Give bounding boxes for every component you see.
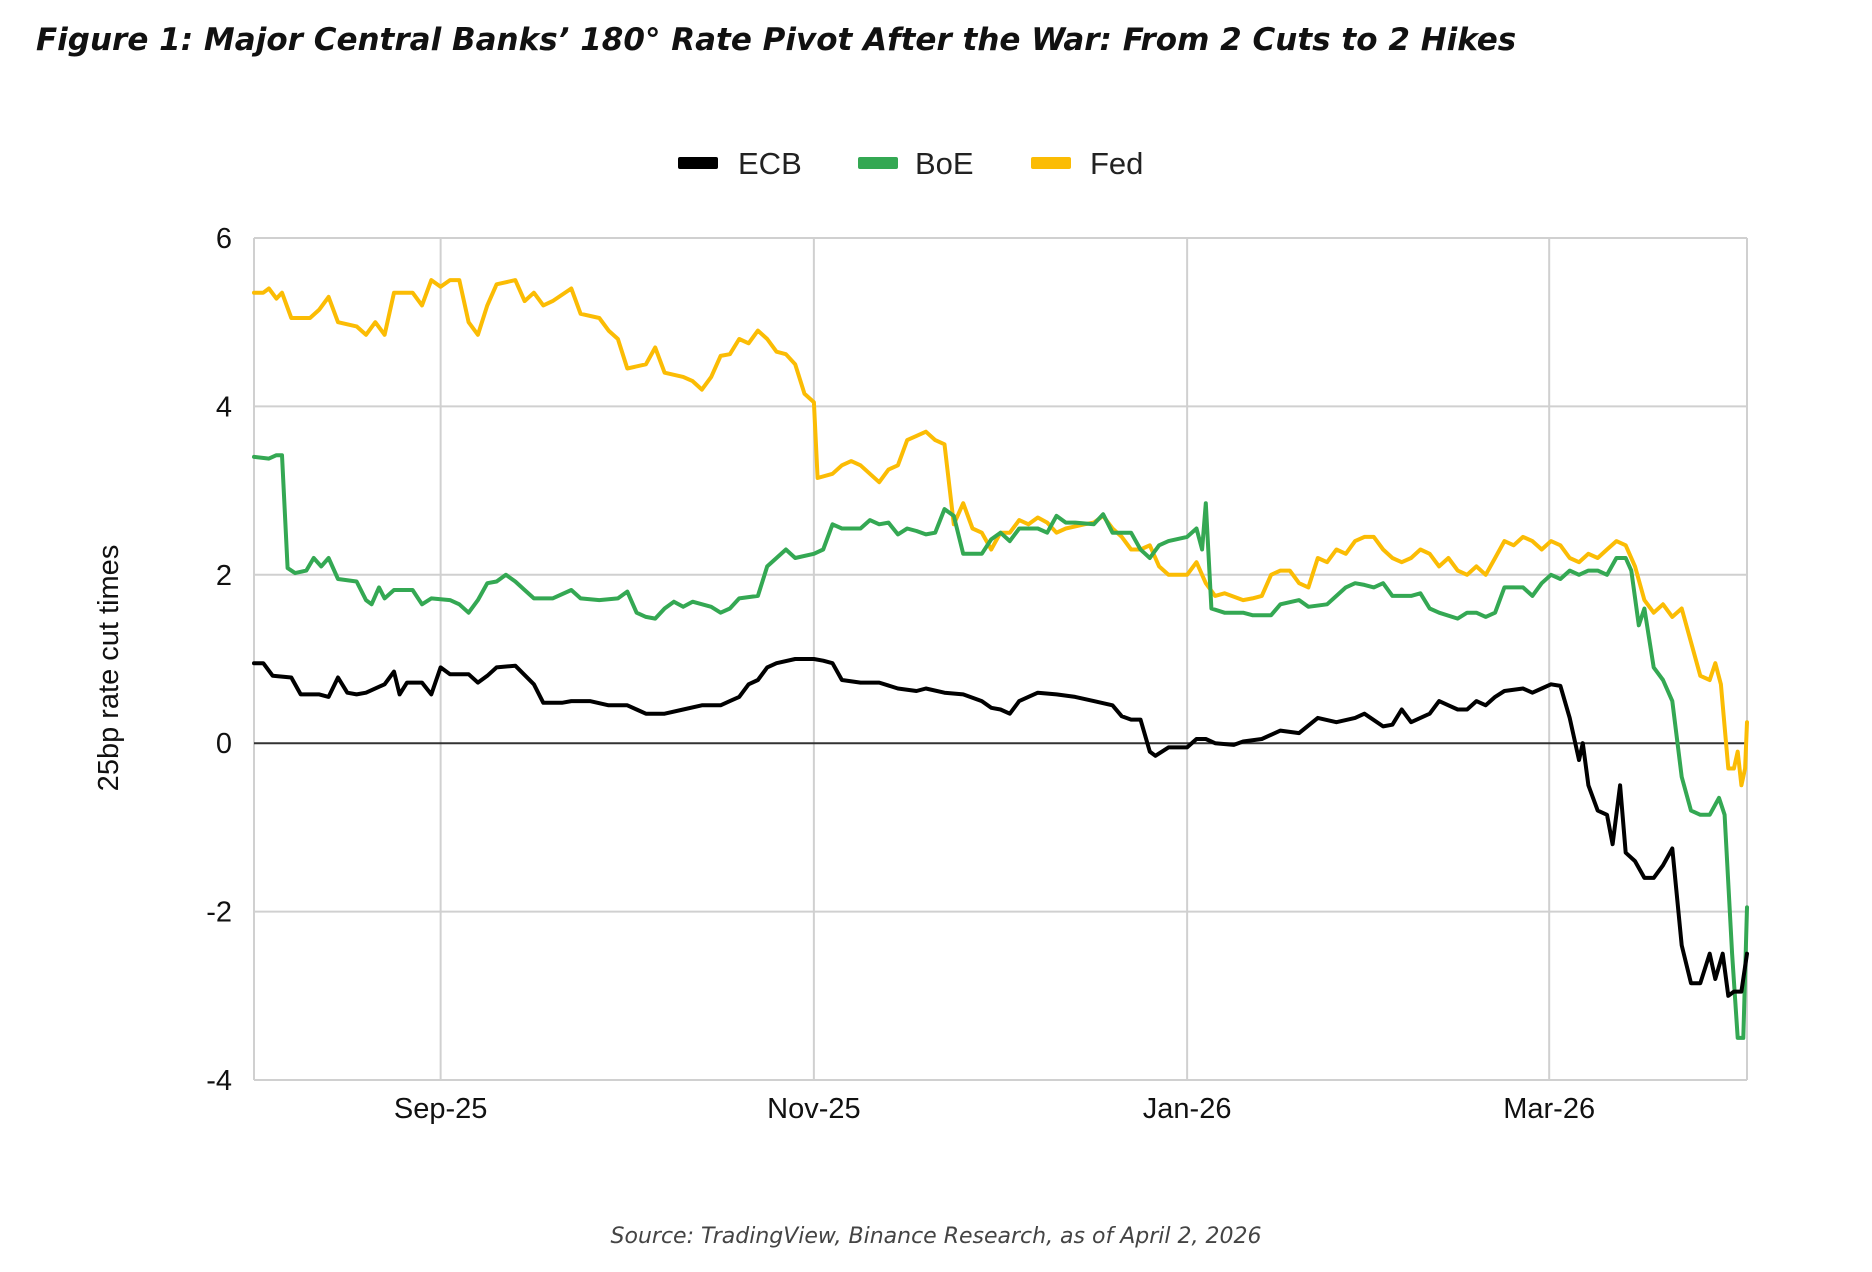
x-tick-label: Mar-26: [1503, 1093, 1595, 1125]
y-axis-label: 25bp rate cut times: [93, 545, 125, 792]
y-tick-label: 2: [216, 560, 232, 592]
source-note: Source: TradingView, Binance Research, a…: [610, 1224, 1262, 1249]
gridlines: [253, 237, 1748, 1081]
y-tick-label: -4: [206, 1065, 232, 1097]
y-axis-ticks: 6 4 2 0 -2 -4: [206, 223, 232, 1097]
series-line-fed: [252, 278, 1749, 788]
y-tick-label: 4: [216, 391, 232, 423]
y-tick-label: -2: [206, 897, 232, 929]
legend-label-boe: BoE: [915, 146, 974, 181]
legend-label-fed: Fed: [1090, 146, 1143, 181]
x-tick-label: Sep-25: [394, 1093, 488, 1125]
legend-swatch-ecb: [678, 157, 718, 169]
series-line-boe: [252, 453, 1749, 1040]
series-line-ecb: [252, 657, 1749, 998]
x-tick-label: Jan-26: [1143, 1093, 1232, 1125]
figure-title: Figure 1: Major Central Banks’ 180° Rate…: [36, 22, 1517, 58]
legend: ECB BoE Fed: [678, 146, 1143, 181]
legend-swatch-fed: [1031, 157, 1071, 169]
x-axis-ticks: Sep-25 Nov-25 Jan-26 Mar-26: [394, 1093, 1595, 1125]
legend-swatch-boe: [858, 157, 898, 169]
line-chart: 6 4 2 0 -2 -4 Sep-25 Nov-25 Jan-26 Mar-26 ECB BoE…: [93, 146, 1749, 1125]
legend-label-ecb: ECB: [738, 146, 802, 181]
y-tick-label: 6: [216, 223, 232, 255]
x-tick-label: Nov-25: [767, 1093, 861, 1125]
y-tick-label: 0: [216, 728, 232, 760]
series-lines: [252, 278, 1749, 1040]
